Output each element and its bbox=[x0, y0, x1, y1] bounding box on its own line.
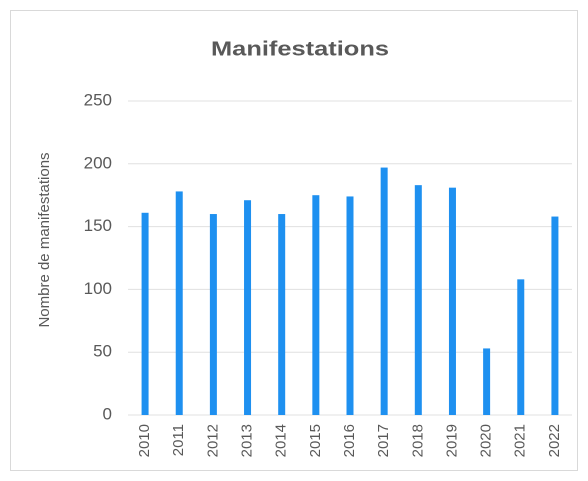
bar bbox=[175, 191, 183, 415]
bar bbox=[380, 167, 388, 415]
y-tick-label: 50 bbox=[93, 342, 112, 361]
x-tick-label: 2017 bbox=[375, 424, 392, 457]
bar bbox=[448, 187, 456, 415]
x-tick-label: 2018 bbox=[409, 424, 426, 457]
bar bbox=[346, 196, 354, 415]
bar bbox=[209, 214, 217, 415]
x-tick-label: 2011 bbox=[170, 424, 187, 456]
x-tick-label: 2020 bbox=[478, 424, 495, 457]
chart-frame bbox=[10, 10, 578, 471]
x-tick-label: 2022 bbox=[546, 424, 563, 457]
bar bbox=[278, 214, 286, 415]
y-tick-label: 200 bbox=[84, 153, 112, 172]
y-tick-label: 0 bbox=[103, 404, 112, 423]
bar bbox=[551, 216, 559, 415]
bar bbox=[517, 279, 525, 415]
bar bbox=[414, 185, 422, 415]
x-tick-label: 2021 bbox=[512, 424, 529, 457]
bar bbox=[483, 348, 491, 415]
y-tick-label: 150 bbox=[84, 216, 112, 235]
chart-title: Manifestations bbox=[211, 38, 389, 60]
x-tick-label: 2016 bbox=[341, 424, 358, 457]
x-tick-label: 2010 bbox=[136, 424, 153, 457]
x-tick-label: 2013 bbox=[239, 424, 256, 457]
bar bbox=[141, 212, 149, 415]
y-axis-label: Nombre de manifestations bbox=[36, 152, 53, 327]
x-tick-label: 2019 bbox=[443, 424, 460, 457]
x-tick-label: 2015 bbox=[307, 424, 324, 457]
y-tick-label: 100 bbox=[84, 279, 112, 298]
y-tick-label: 250 bbox=[84, 90, 112, 109]
bar bbox=[244, 200, 252, 415]
bar bbox=[312, 195, 320, 415]
x-tick-label: 2014 bbox=[273, 424, 290, 457]
x-tick-label: 2012 bbox=[204, 424, 221, 457]
